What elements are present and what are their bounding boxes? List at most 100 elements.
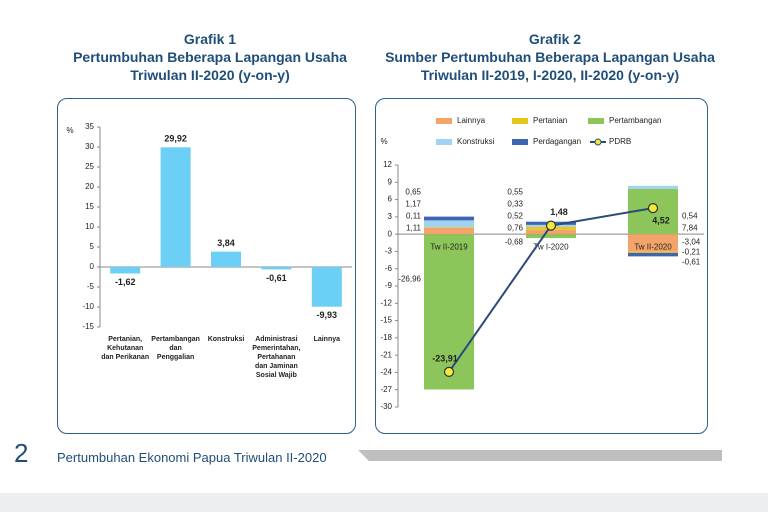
legend-label: Perdagangan [533,137,581,146]
x-tick-label: Pertanian, Kehutanan dan Perikanan [101,336,150,361]
y-tick-label: 0 [90,262,95,271]
bar-segment [424,220,474,228]
value-label: 0,54 [682,211,698,220]
y-tick-label: 9 [388,177,393,186]
y-tick-label: -12 [380,298,392,307]
legend-label: Konstruksi [457,137,495,146]
x-tick-label: Lainnya [313,336,341,343]
y-tick-label: 5 [90,242,95,251]
legend-label: Lainnya [457,116,486,125]
legend-marker [594,138,602,146]
value-label: 1,17 [405,199,421,208]
legend-swatch [588,118,604,124]
value-label: -0,61 [682,257,701,266]
y-tick-label: 35 [85,122,94,131]
y-tick-label: -21 [380,350,392,359]
value-label: -3,04 [682,237,701,246]
value-label: 3,84 [217,238,235,248]
value-label: -9,93 [317,310,338,320]
bottom-band [0,493,768,512]
line-marker [443,366,455,378]
line-marker [545,220,557,231]
value-label: 1,48 [550,207,568,217]
bar-segment [424,227,474,228]
footer-bar [358,450,722,461]
y-tick-label: 25 [85,162,94,171]
page-number: 2 [14,438,29,468]
y-tick-label: -27 [380,385,392,394]
bar-segment [424,227,474,235]
value-label: -1,62 [115,277,136,287]
value-label: 0,52 [507,211,523,220]
bar [160,147,191,267]
legend-label: PDRB [609,137,631,146]
y-tick-label: 6 [388,195,393,204]
value-label: 0,76 [507,223,523,232]
legend-label: Pertambangan [609,116,661,125]
chart-title: Pertumbuhan Beberapa Lapangan Usaha Triw… [73,49,347,83]
x-tick-label: Tw II-2019 [430,242,468,251]
y-tick-label: -30 [380,402,392,411]
chart-frame [57,98,356,434]
chart-title: Sumber Pertumbuhan Beberapa Lapangan Usa… [385,49,715,83]
bar-segment [628,252,678,257]
bar [311,267,342,307]
bar-segment [526,234,576,239]
footer-text: Pertumbuhan Ekonomi Papua Triwulan II-20… [57,450,327,465]
y-tick-label: 12 [383,160,392,169]
value-label: -0,21 [682,247,701,256]
y-tick-label: -15 [82,322,94,331]
value-label: 29,92 [164,134,187,144]
bar-segment [628,251,678,253]
legend-swatch [512,139,528,145]
y-tick-label: -9 [385,281,393,290]
y-tick-label: -3 [385,247,393,256]
y-tick-label: -5 [87,282,95,291]
value-label: 7,84 [682,223,698,232]
y-tick-label: 15 [85,202,94,211]
chart-heading: Grafik 1 [183,31,237,47]
bar-segment [424,234,474,390]
value-label: -0,61 [266,273,287,283]
legend-swatch [436,118,452,124]
y-tick-label: 3 [388,212,393,221]
y-tick-label: 10 [85,222,94,231]
x-tick-label: Administrasi Pemerintahan, Pertahanan da… [252,336,301,379]
y-tick-label: 20 [85,182,94,191]
legend-label: Pertanian [533,116,567,125]
x-tick-label: Pertambangan dan Penggalian [151,336,200,361]
bar [261,267,292,270]
bar [110,267,141,274]
bar-segment [526,229,576,235]
y-tick-label: 0 [388,229,393,238]
y-axis-label: % [66,126,73,135]
y-tick-label: -6 [385,264,393,273]
y-axis-label: % [380,137,387,146]
bar-segment [628,234,678,252]
x-tick-label: Tw II-2020 [634,242,672,251]
x-tick-label: Tw I-2020 [533,242,569,251]
value-label: 4,52 [652,215,670,225]
y-tick-label: -18 [380,333,392,342]
x-tick-label: Konstruksi [207,336,245,343]
value-label: -23,91 [432,353,458,363]
y-tick-label: -15 [380,316,392,325]
bar-segment [424,216,474,221]
value-label: 0,55 [507,187,523,196]
value-label: 0,33 [507,199,523,208]
legend-swatch [436,139,452,145]
line-marker [647,202,659,214]
chart-heading: Grafik 2 [528,31,582,47]
y-tick-label: -10 [82,302,94,311]
y-tick-label: 30 [85,142,94,151]
y-tick-label: -24 [380,368,392,377]
value-label: 0,65 [405,187,421,196]
value-label: 0,11 [406,211,422,220]
value-label: -26,96 [398,274,421,283]
bar [211,251,241,267]
legend-swatch [512,118,528,124]
value-label: -0,68 [505,237,524,246]
bar-segment [628,185,678,189]
